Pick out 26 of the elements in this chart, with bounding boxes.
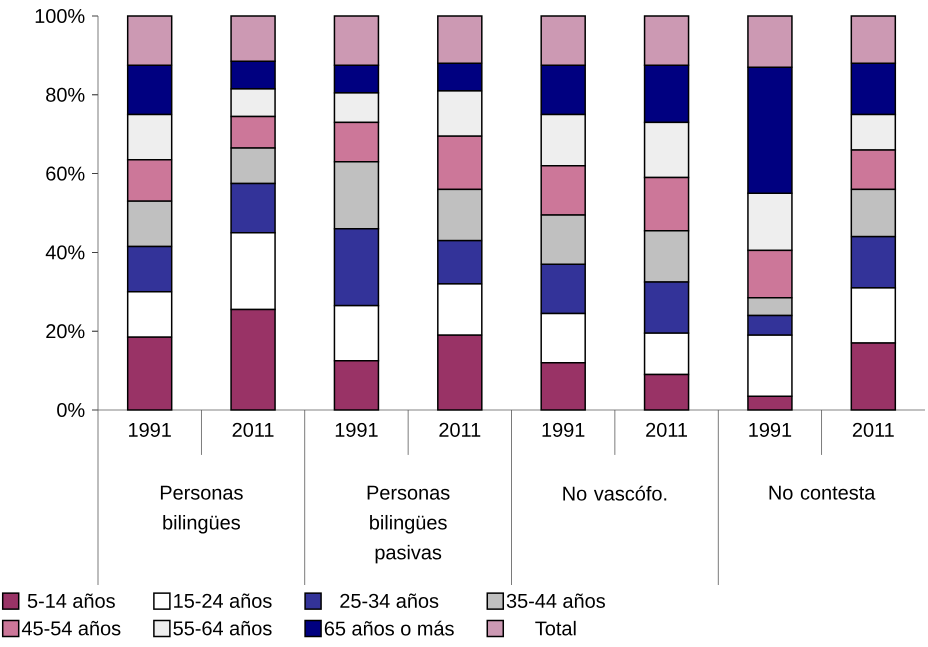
- x-tick-label: 2011: [852, 422, 894, 437]
- legend-label: 5-14 años: [28, 593, 115, 608]
- x-tick-label: 1991: [129, 422, 171, 437]
- text: Personas bilingües pasivas: [368, 486, 450, 564]
- text: No vascófo.: [563, 486, 666, 501]
- legend-label: 55-64 años: [173, 620, 272, 636]
- x-tick-label: 1991: [336, 422, 378, 437]
- legend-label: Total: [535, 620, 576, 636]
- legend-label: 25-34 años: [340, 593, 438, 608]
- y-tick-label: 40%: [46, 245, 84, 260]
- legend-label: 35-44 años: [506, 593, 605, 608]
- y-tick-label: 100%: [36, 8, 84, 24]
- legend-label: 65 años o más: [324, 620, 454, 636]
- text: Personas bilingües: [160, 486, 243, 534]
- y-tick-label: 60%: [46, 166, 84, 181]
- x-tick-label: 1991: [749, 422, 792, 437]
- x-tick-label: 2011: [439, 422, 480, 437]
- y-tick-label: 0%: [57, 402, 84, 418]
- y-tick-label: 20%: [46, 324, 84, 338]
- y-tick-label: 80%: [46, 88, 84, 102]
- legend-label: 15-24 años: [174, 593, 272, 608]
- x-tick-label: 2011: [232, 422, 274, 437]
- x-tick-label: 2011: [646, 422, 688, 437]
- x-tick-label: 1991: [542, 422, 584, 437]
- text: No contesta: [770, 486, 876, 500]
- legend-label: 45-54 años: [22, 620, 120, 636]
